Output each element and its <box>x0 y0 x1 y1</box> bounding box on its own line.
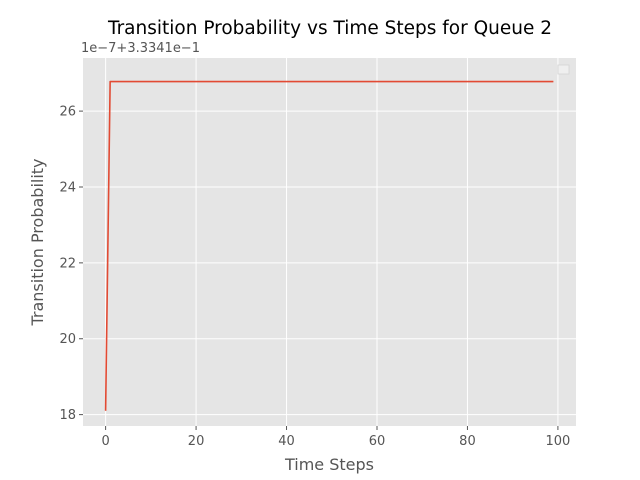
x-tick-label: 80 <box>459 434 476 449</box>
x-tick-label: 100 <box>545 434 570 449</box>
chart-title: Transition Probability vs Time Steps for… <box>107 18 552 39</box>
x-tick-label: 40 <box>278 434 295 449</box>
y-tick-label: 26 <box>59 105 76 120</box>
x-tick-label: 60 <box>369 434 386 449</box>
legend-box <box>557 64 570 75</box>
series-layer <box>104 80 554 411</box>
x-axis-ticks: 0 20 40 60 80 100 <box>101 426 570 449</box>
y-gridlines <box>83 110 576 416</box>
y-axis-ticks: 18 20 22 24 26 <box>59 105 83 423</box>
y-axis-offset-label: 1e−7+3.3341e−1 <box>81 41 200 56</box>
y-tick-label: 20 <box>59 332 76 347</box>
plot-background <box>83 58 576 426</box>
x-tick-label: 0 <box>101 434 109 449</box>
y-tick-label: 22 <box>59 256 76 271</box>
x-tick-label: 20 <box>188 434 205 449</box>
y-tick-label: 18 <box>59 408 76 423</box>
y-tick-label: 24 <box>59 180 76 195</box>
x-axis-label: Time Steps <box>284 455 374 474</box>
series-line <box>104 80 554 411</box>
y-axis-label: Transition Probability <box>28 158 47 326</box>
